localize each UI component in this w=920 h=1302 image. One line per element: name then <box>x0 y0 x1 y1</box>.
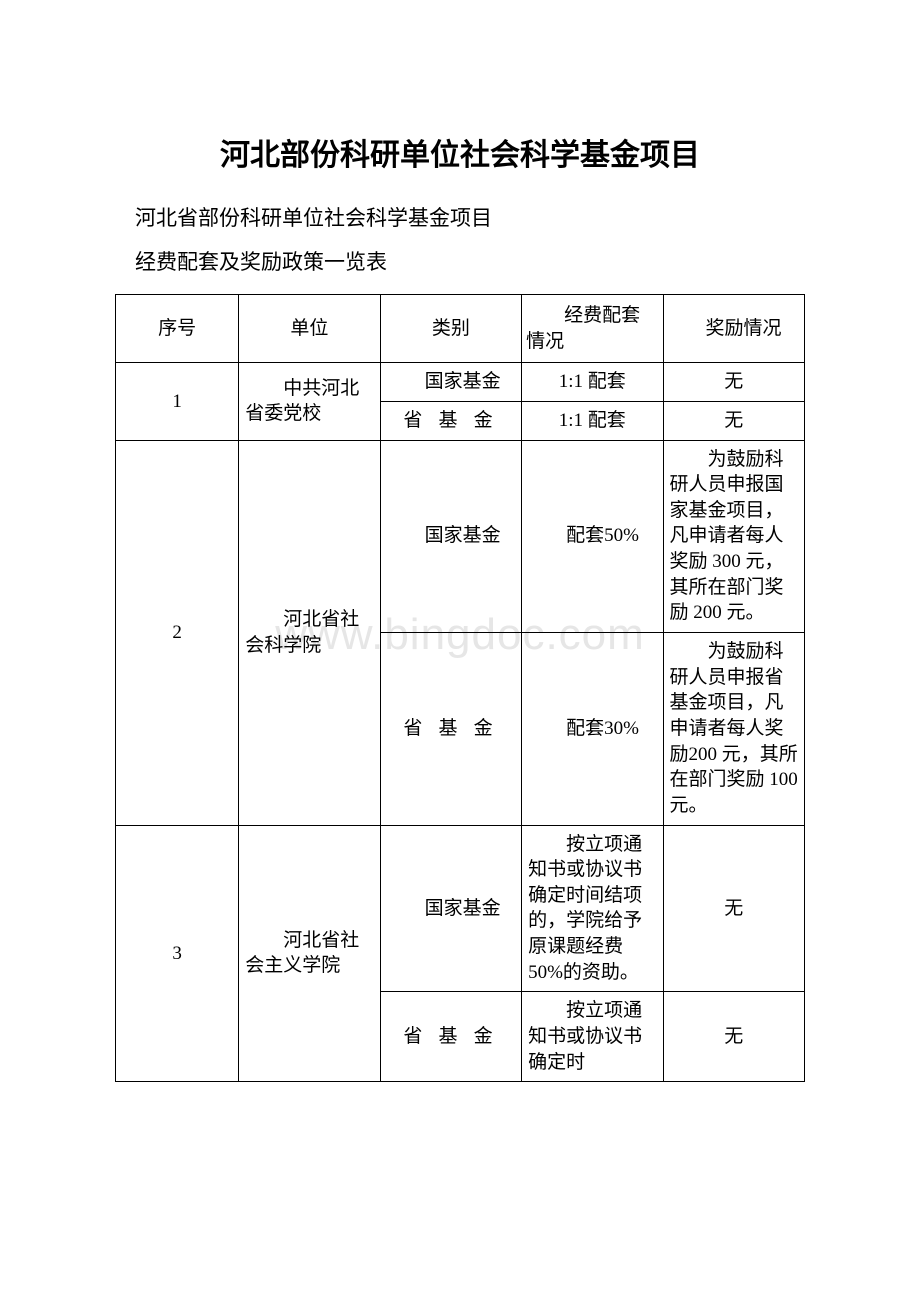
cell-type: 省 基 金 <box>380 633 521 825</box>
cell-reward: 为鼓励科研人员申报国家基金项目，凡申请者每人奖励 300 元，其所在部门奖励 2… <box>663 440 805 632</box>
cell-type: 国家基金 <box>380 440 521 632</box>
table-header-row: 序号 单位 类别 经费配套情况 奖励情况 <box>116 295 805 363</box>
cell-reward: 无 <box>663 825 805 992</box>
table-row: 3 河北省社会主义学院 国家基金 按立项通知书或协议书确定时间结项的，学院给予原… <box>116 825 805 992</box>
cell-fund: 按立项通知书或协议书确定时 <box>522 992 663 1082</box>
cell-fund: 配套30% <box>522 633 663 825</box>
cell-reward: 无 <box>663 992 805 1082</box>
cell-seq: 3 <box>116 825 239 1082</box>
header-unit: 单位 <box>239 295 380 363</box>
cell-seq: 2 <box>116 440 239 825</box>
cell-type: 省 基 金 <box>380 401 521 440</box>
cell-unit: 中共河北省委党校 <box>239 363 380 440</box>
cell-type: 省 基 金 <box>380 992 521 1082</box>
cell-reward: 无 <box>663 363 805 402</box>
document-title: 河北部份科研单位社会科学基金项目 <box>115 130 805 174</box>
cell-unit: 河北省社会主义学院 <box>239 825 380 1082</box>
cell-fund: 1:1 配套 <box>522 401 663 440</box>
funding-table: 序号 单位 类别 经费配套情况 奖励情况 1 中共河北省委党校 国家基金 1:1… <box>115 294 805 1082</box>
cell-reward: 无 <box>663 401 805 440</box>
table-row: 1 中共河北省委党校 国家基金 1:1 配套 无 <box>116 363 805 402</box>
document-content: 河北部份科研单位社会科学基金项目 河北省部份科研单位社会科学基金项目 经费配套及… <box>115 130 805 1082</box>
document-subtitle-2: 经费配套及奖励政策一览表 <box>115 246 805 276</box>
cell-fund: 按立项通知书或协议书确定时间结项的，学院给予原课题经费50%的资助。 <box>522 825 663 992</box>
header-type: 类别 <box>380 295 521 363</box>
cell-type: 国家基金 <box>380 825 521 992</box>
cell-fund: 1:1 配套 <box>522 363 663 402</box>
cell-type: 国家基金 <box>380 363 521 402</box>
header-seq: 序号 <box>116 295 239 363</box>
header-fund: 经费配套情况 <box>522 295 663 363</box>
document-subtitle-1: 河北省部份科研单位社会科学基金项目 <box>115 202 805 232</box>
cell-reward: 为鼓励科研人员申报省基金项目，凡申请者每人奖励200 元，其所在部门奖励 100… <box>663 633 805 825</box>
table-row: 2 河北省社会科学院 国家基金 配套50% 为鼓励科研人员申报国家基金项目，凡申… <box>116 440 805 632</box>
header-reward: 奖励情况 <box>663 295 805 363</box>
cell-unit: 河北省社会科学院 <box>239 440 380 825</box>
cell-seq: 1 <box>116 363 239 440</box>
cell-fund: 配套50% <box>522 440 663 632</box>
